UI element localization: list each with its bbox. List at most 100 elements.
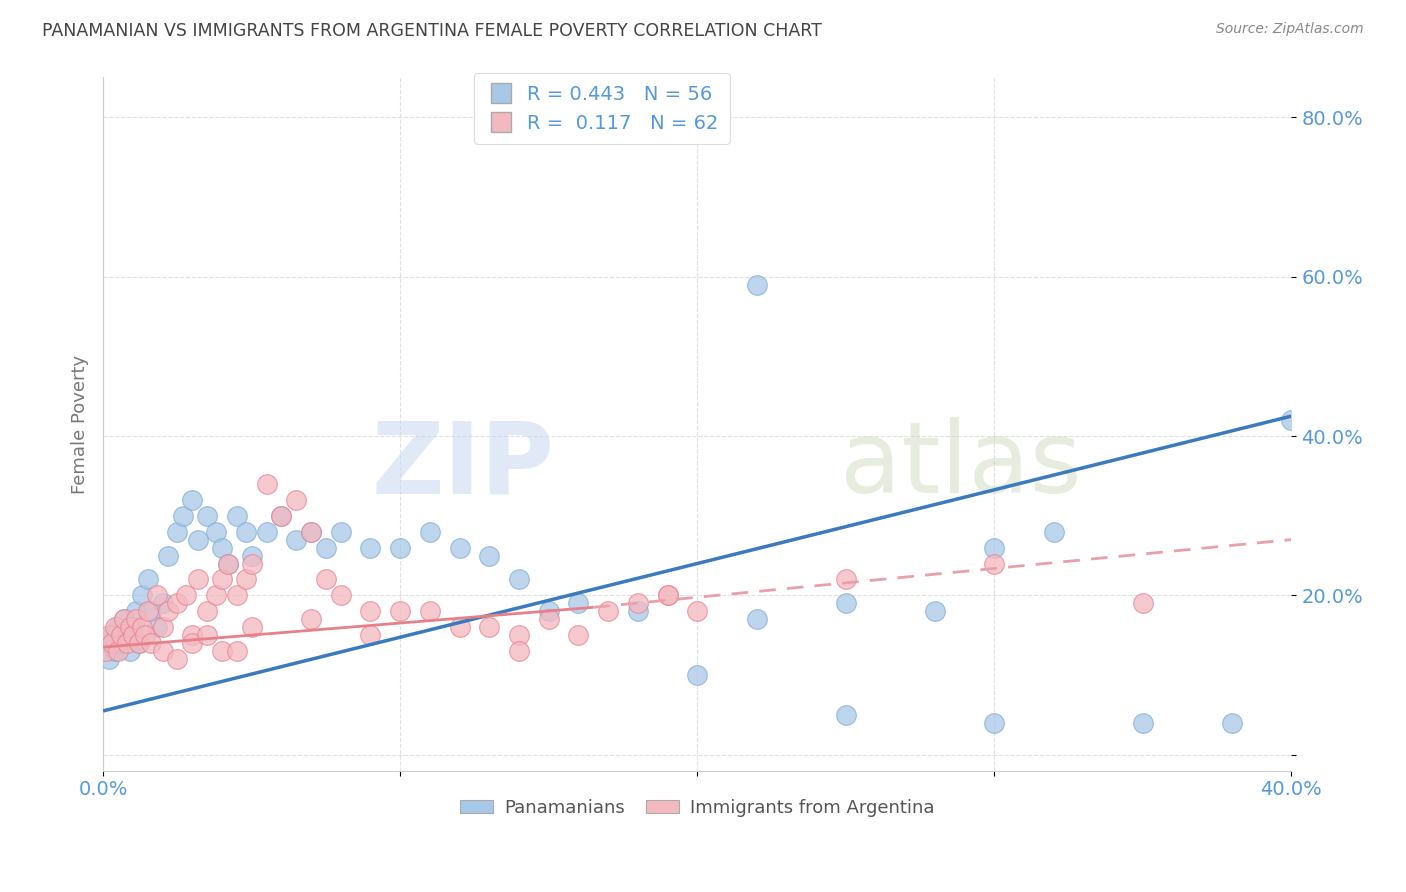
Point — [835, 707, 858, 722]
Point — [152, 644, 174, 658]
Y-axis label: Female Poverty: Female Poverty — [72, 354, 89, 493]
Point — [211, 573, 233, 587]
Point — [145, 620, 167, 634]
Point — [136, 604, 159, 618]
Point — [449, 620, 471, 634]
Point — [1132, 715, 1154, 730]
Point — [112, 612, 135, 626]
Point — [360, 628, 382, 642]
Point — [115, 636, 138, 650]
Point — [134, 628, 156, 642]
Point — [329, 588, 352, 602]
Point — [235, 524, 257, 539]
Point — [205, 524, 228, 539]
Point — [745, 277, 768, 292]
Point — [983, 557, 1005, 571]
Point — [187, 533, 209, 547]
Point — [225, 588, 247, 602]
Point — [225, 508, 247, 523]
Point — [537, 612, 560, 626]
Point — [152, 596, 174, 610]
Point — [1132, 596, 1154, 610]
Point — [657, 588, 679, 602]
Point — [285, 492, 308, 507]
Point — [94, 644, 117, 658]
Point — [195, 628, 218, 642]
Text: PANAMANIAN VS IMMIGRANTS FROM ARGENTINA FEMALE POVERTY CORRELATION CHART: PANAMANIAN VS IMMIGRANTS FROM ARGENTINA … — [42, 22, 823, 40]
Point — [181, 628, 204, 642]
Point — [128, 636, 150, 650]
Point — [240, 549, 263, 563]
Point — [924, 604, 946, 618]
Point — [181, 492, 204, 507]
Point — [104, 620, 127, 634]
Point — [983, 541, 1005, 555]
Text: Source: ZipAtlas.com: Source: ZipAtlas.com — [1216, 22, 1364, 37]
Point — [166, 596, 188, 610]
Point — [627, 604, 650, 618]
Point — [329, 524, 352, 539]
Point — [299, 524, 322, 539]
Point — [745, 612, 768, 626]
Text: atlas: atlas — [839, 417, 1081, 514]
Point — [139, 636, 162, 650]
Point — [478, 549, 501, 563]
Point — [567, 596, 589, 610]
Point — [835, 596, 858, 610]
Point — [225, 644, 247, 658]
Point — [131, 620, 153, 634]
Point — [1220, 715, 1243, 730]
Point — [131, 588, 153, 602]
Point — [1279, 413, 1302, 427]
Point — [121, 620, 143, 634]
Point — [598, 604, 620, 618]
Point — [101, 636, 124, 650]
Point — [101, 628, 124, 642]
Point — [449, 541, 471, 555]
Point — [360, 604, 382, 618]
Point — [115, 628, 138, 642]
Point — [360, 541, 382, 555]
Point — [835, 573, 858, 587]
Point — [299, 524, 322, 539]
Point — [285, 533, 308, 547]
Point — [94, 636, 117, 650]
Point — [657, 588, 679, 602]
Point — [537, 604, 560, 618]
Point — [118, 620, 141, 634]
Point — [139, 604, 162, 618]
Point — [157, 549, 180, 563]
Point — [98, 652, 121, 666]
Point — [419, 524, 441, 539]
Point — [508, 573, 530, 587]
Point — [172, 508, 194, 523]
Point — [98, 628, 121, 642]
Point — [1042, 524, 1064, 539]
Point — [121, 628, 143, 642]
Point — [110, 628, 132, 642]
Point — [627, 596, 650, 610]
Point — [686, 668, 709, 682]
Point — [107, 644, 129, 658]
Point — [211, 541, 233, 555]
Point — [195, 508, 218, 523]
Point — [419, 604, 441, 618]
Point — [567, 628, 589, 642]
Point — [128, 636, 150, 650]
Text: ZIP: ZIP — [371, 417, 555, 514]
Point — [270, 508, 292, 523]
Point — [299, 612, 322, 626]
Point — [315, 541, 337, 555]
Point — [187, 573, 209, 587]
Point — [152, 620, 174, 634]
Point — [235, 573, 257, 587]
Point — [157, 604, 180, 618]
Point — [107, 620, 129, 634]
Point — [217, 557, 239, 571]
Point — [176, 588, 198, 602]
Point — [110, 636, 132, 650]
Point — [217, 557, 239, 571]
Point — [104, 644, 127, 658]
Point — [686, 604, 709, 618]
Point — [389, 604, 412, 618]
